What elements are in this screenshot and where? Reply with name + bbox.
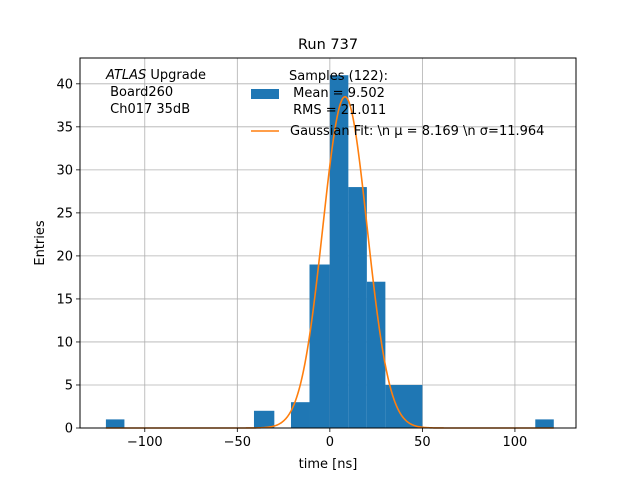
y-axis-label: Entries <box>33 220 48 266</box>
y-tick-label: 35 <box>56 120 73 135</box>
y-axis-ticks: 0 5 10 15 20 25 30 35 40 <box>56 77 80 437</box>
board-label: Board260 <box>106 85 173 100</box>
histogram-bar <box>366 281 386 428</box>
x-tick-label: −100 <box>127 435 163 450</box>
histogram-bar <box>309 264 330 428</box>
y-tick-label: 40 <box>56 77 73 92</box>
y-tick-label: 10 <box>56 335 73 350</box>
plot-frame <box>79 57 577 429</box>
histogram-bar <box>348 187 367 428</box>
chart-title: Run 737 <box>298 37 358 53</box>
atlas-label: ATLAS <box>105 68 146 83</box>
y-tick-label: 25 <box>56 206 73 221</box>
x-axis-label: time [ns] <box>299 457 358 472</box>
y-tick-label: 30 <box>56 163 73 178</box>
y-tick-label: 5 <box>65 378 73 393</box>
histogram-bar <box>329 75 349 429</box>
y-tick-label: 20 <box>56 249 73 264</box>
y-tick-label: 0 <box>65 422 73 437</box>
upgrade-label: Upgrade <box>146 68 206 83</box>
y-tick-label: 15 <box>56 292 73 307</box>
x-tick-label: 50 <box>414 435 431 450</box>
histogram-bar <box>253 410 275 428</box>
legend: Samples (122): Mean = 9.502 RMS = 21.011… <box>251 69 544 139</box>
legend-fit-label: Gaussian Fit: \n μ = 8.169 \n σ=11.964 <box>290 124 544 139</box>
svg-text:ATLAS Upgrade: ATLAS Upgrade <box>105 68 206 83</box>
atlas-annotation: ATLAS Upgrade Board260 Ch017 35dB <box>105 68 206 117</box>
x-axis-ticks: −100 −50 0 50 100 <box>127 428 527 450</box>
x-tick-label: 0 <box>326 435 334 450</box>
histogram-bar <box>105 419 125 428</box>
legend-histogram-line3: RMS = 21.011 <box>289 103 386 118</box>
legend-histogram-line2: Mean = 9.502 <box>289 86 385 101</box>
channel-label: Ch017 35dB <box>106 102 190 117</box>
x-tick-label: −50 <box>224 435 251 450</box>
legend-swatch-histogram <box>251 89 279 99</box>
histogram-bar <box>535 419 554 428</box>
histogram-bar <box>290 402 310 428</box>
legend-histogram-line1: Samples (122): <box>289 69 388 84</box>
x-tick-label: 100 <box>503 435 528 450</box>
